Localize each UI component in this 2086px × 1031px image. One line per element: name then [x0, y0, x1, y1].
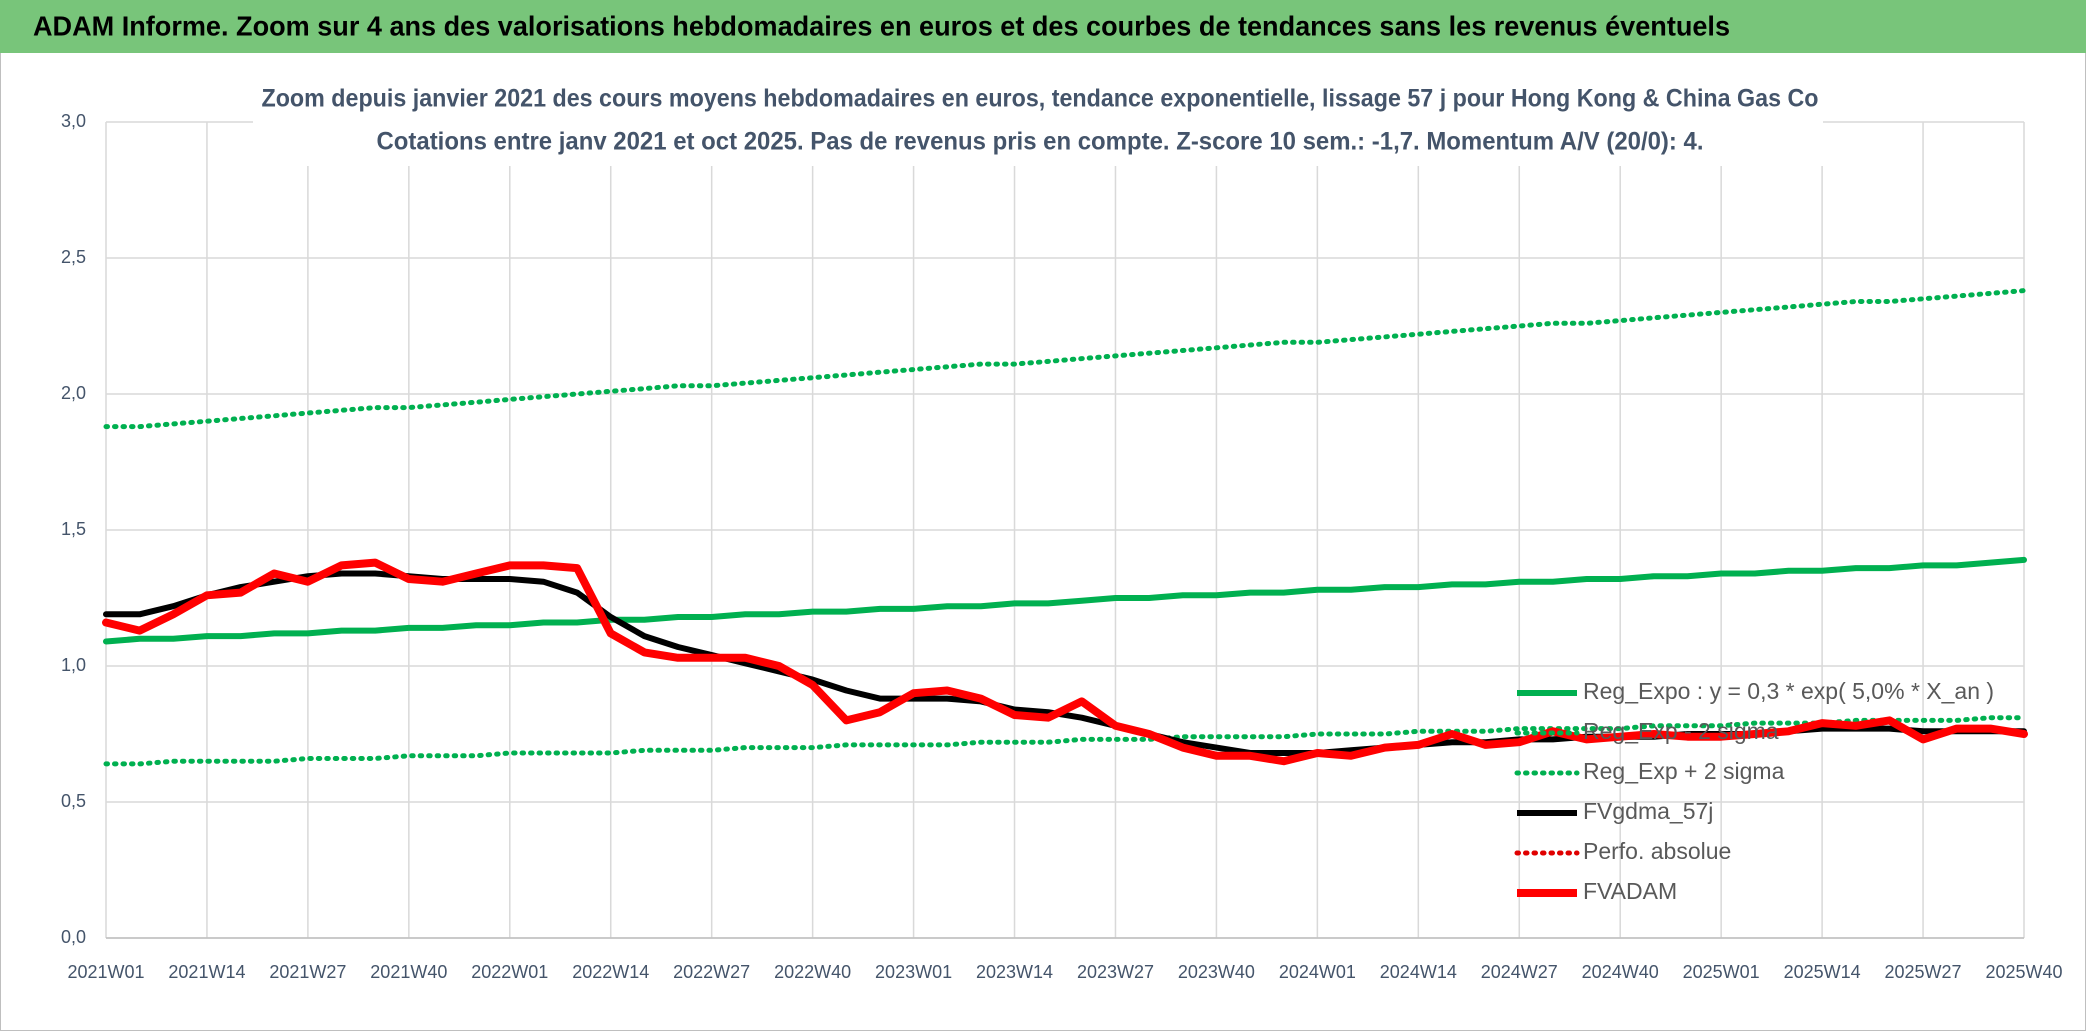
x-tick-label: 2023W14 — [976, 962, 1053, 982]
header-title: ADAM Informe. Zoom sur 4 ans des valoris… — [33, 10, 1730, 41]
y-tick-label: 1,5 — [61, 519, 86, 539]
x-tick-label: 2024W01 — [1279, 962, 1356, 982]
header-bar — [0, 0, 2086, 53]
x-tick-label: 2025W40 — [1985, 962, 2062, 982]
x-tick-label: 2025W27 — [1885, 962, 1962, 982]
y-tick-label: 2,5 — [61, 247, 86, 267]
legend-label: Reg_Exp - 2 sigma — [1583, 718, 1779, 744]
x-tick-label: 2024W27 — [1481, 962, 1558, 982]
series-line — [103, 715, 2027, 767]
x-tick-label: 2024W14 — [1380, 962, 1457, 982]
grid: 0,0 0,5 1,0 1,5 2,0 2,5 3,0 2021W01 2021W14 2021W… — [61, 111, 2063, 982]
y-tick-label: 1,0 — [61, 655, 86, 675]
x-tick-label: 2023W40 — [1178, 962, 1255, 982]
x-tick-label: 2024W40 — [1582, 962, 1659, 982]
x-tick-label: 2023W27 — [1077, 962, 1154, 982]
chart-subtitle: Cotations entre janv 2021 et oct 2025. P… — [377, 128, 1704, 156]
legend-label: Perfo. absolue — [1583, 838, 1731, 864]
series-line — [103, 288, 2027, 430]
legend-label: FVADAM — [1583, 878, 1677, 904]
y-tick-label: 0,5 — [61, 791, 86, 811]
x-tick-label: 2022W27 — [673, 962, 750, 982]
chart-title: Zoom depuis janvier 2021 des cours moyen… — [262, 85, 1819, 113]
plot-lines — [102, 288, 2028, 767]
x-tick-label: 2022W40 — [774, 962, 851, 982]
y-tick-label: 3,0 — [61, 111, 86, 131]
x-tick-label: 2021W14 — [168, 962, 245, 982]
series-line — [102, 558, 2028, 766]
x-tick-label: 2021W01 — [67, 962, 144, 982]
legend-label: Reg_Exp + 2 sigma — [1583, 758, 1785, 784]
legend-label: Reg_Expo : y = 0,3 * exp( 5,0% * X_an ) — [1583, 678, 1994, 704]
legend: Reg_Expo : y = 0,3 * exp( 5,0% * X_an ) R… — [1514, 678, 1994, 904]
x-tick-label: 2021W40 — [370, 962, 447, 982]
series-line — [103, 556, 2027, 645]
x-tick-label: 2025W14 — [1784, 962, 1861, 982]
x-tick-label: 2022W14 — [572, 962, 649, 982]
x-tick-label: 2023W01 — [875, 962, 952, 982]
x-tick-label: 2021W27 — [269, 962, 346, 982]
y-tick-label: 2,0 — [61, 383, 86, 403]
x-tick-label: 2022W01 — [471, 962, 548, 982]
x-tick-label: 2025W01 — [1683, 962, 1760, 982]
legend-label: FVgdma_57j — [1583, 798, 1713, 824]
y-tick-label: 0,0 — [61, 927, 86, 947]
title-box — [253, 80, 1823, 166]
